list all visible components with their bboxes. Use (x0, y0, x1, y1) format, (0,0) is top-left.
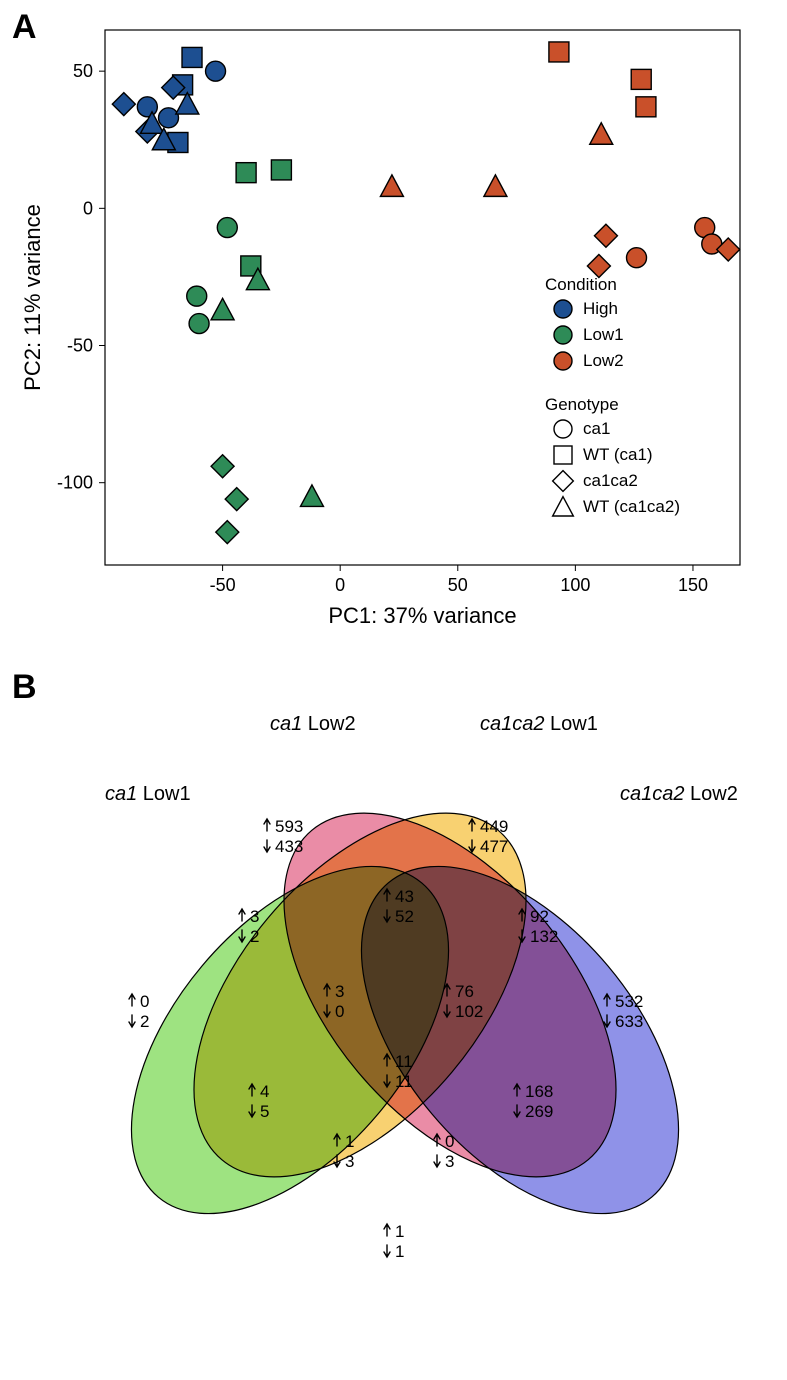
svg-text:ca1: ca1 (583, 419, 610, 438)
svg-text:PC1: 37% variance: PC1: 37% variance (328, 603, 516, 628)
svg-text:532: 532 (615, 992, 643, 1011)
svg-text:477: 477 (480, 837, 508, 856)
svg-text:ca1ca2 Low2: ca1ca2 Low2 (620, 783, 738, 805)
svg-text:PC2: 11% variance: PC2: 11% variance (20, 204, 45, 391)
svg-text:ca1 Low2: ca1 Low2 (270, 713, 356, 735)
svg-text:0: 0 (335, 575, 345, 595)
svg-text:0: 0 (83, 198, 93, 218)
panel-a-container: A -50 0 50 100 150 -100 -50 0 50 PC1: 37% varianc… (10, 10, 787, 630)
svg-text:WT (ca1ca2): WT (ca1ca2) (583, 497, 680, 516)
svg-text:3: 3 (335, 982, 344, 1001)
svg-text:WT (ca1): WT (ca1) (583, 445, 653, 464)
svg-text:11: 11 (395, 1052, 413, 1071)
svg-text:1: 1 (395, 1242, 404, 1261)
svg-text:-50: -50 (210, 575, 236, 595)
svg-text:3: 3 (345, 1152, 354, 1171)
svg-text:2: 2 (140, 1012, 149, 1031)
svg-text:ca1 Low1: ca1 Low1 (105, 783, 191, 805)
svg-text:449: 449 (480, 817, 508, 836)
svg-text:Low2: Low2 (583, 351, 624, 370)
svg-text:52: 52 (395, 907, 414, 926)
svg-text:5: 5 (260, 1102, 269, 1121)
svg-text:1: 1 (395, 1222, 404, 1241)
svg-text:102: 102 (455, 1002, 483, 1021)
panel-b-label: B (12, 668, 37, 707)
svg-text:50: 50 (448, 575, 468, 595)
svg-text:593: 593 (275, 817, 303, 836)
svg-text:132: 132 (530, 927, 558, 946)
svg-text:3: 3 (445, 1152, 454, 1171)
svg-text:11: 11 (395, 1072, 413, 1091)
svg-text:3: 3 (250, 907, 259, 926)
svg-text:4: 4 (260, 1082, 269, 1101)
panel-a-label: A (12, 8, 37, 47)
svg-text:ca1ca2: ca1ca2 (583, 471, 638, 490)
svg-text:100: 100 (560, 575, 590, 595)
svg-text:0: 0 (335, 1002, 344, 1021)
svg-text:92: 92 (530, 907, 549, 926)
svg-text:Low1: Low1 (583, 325, 624, 344)
svg-text:-100: -100 (57, 473, 93, 493)
svg-text:1: 1 (345, 1132, 354, 1151)
svg-text:-50: -50 (67, 336, 93, 356)
svg-text:76: 76 (455, 982, 474, 1001)
svg-text:0: 0 (445, 1132, 454, 1151)
svg-text:633: 633 (615, 1012, 643, 1031)
svg-text:150: 150 (678, 575, 708, 595)
svg-text:2: 2 (250, 927, 259, 946)
venn-diagram: ca1 Low1ca1 Low2ca1ca2 Low1ca1ca2 Low202… (10, 650, 787, 1370)
svg-text:50: 50 (73, 61, 93, 81)
pca-scatter-chart: -50 0 50 100 150 -100 -50 0 50 PC1: 37% variance P… (10, 10, 787, 630)
svg-text:ca1ca2 Low1: ca1ca2 Low1 (480, 713, 598, 735)
svg-text:433: 433 (275, 837, 303, 856)
svg-text:0: 0 (140, 992, 149, 1011)
panel-b-container: B ca1 Low1 ca1 Low2 ca1ca2 Low1 ca1ca2 Low2… (10, 650, 787, 1370)
svg-text:269: 269 (525, 1102, 553, 1121)
svg-text:Genotype: Genotype (545, 395, 619, 414)
svg-text:Condition: Condition (545, 275, 617, 294)
svg-text:168: 168 (525, 1082, 553, 1101)
svg-text:43: 43 (395, 887, 414, 906)
svg-text:High: High (583, 299, 618, 318)
